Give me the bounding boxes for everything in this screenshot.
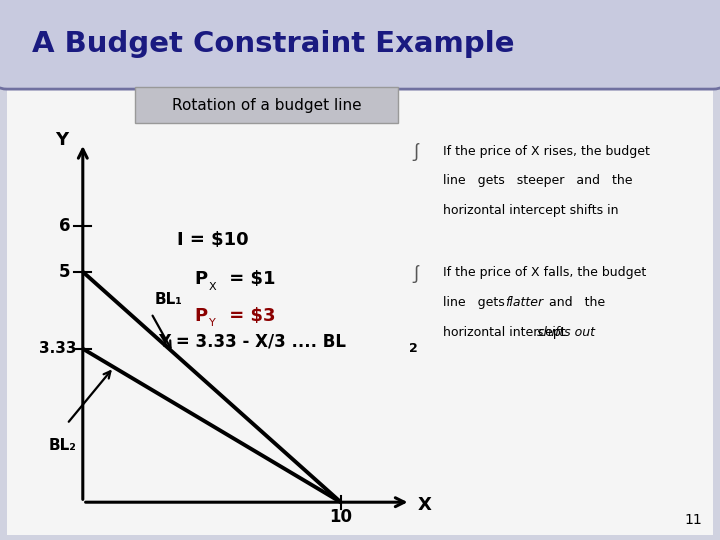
Text: If the price of X falls, the budget: If the price of X falls, the budget: [443, 266, 646, 279]
Text: Y = 3.33 - X/3 .... BL: Y = 3.33 - X/3 .... BL: [158, 332, 346, 350]
Text: flatter: flatter: [505, 296, 544, 309]
Text: X: X: [209, 282, 217, 292]
Text: Rotation of a budget line: Rotation of a budget line: [171, 98, 361, 113]
FancyBboxPatch shape: [7, 81, 713, 535]
Text: Y: Y: [55, 131, 68, 150]
Text: BL₁: BL₁: [155, 292, 183, 307]
Text: If the price of X rises, the budget: If the price of X rises, the budget: [443, 145, 649, 158]
FancyBboxPatch shape: [0, 0, 720, 89]
Text: I = $10: I = $10: [176, 231, 248, 249]
Text: and   the: and the: [536, 296, 605, 309]
Text: = $3: = $3: [223, 307, 276, 325]
Text: A Budget Constraint Example: A Budget Constraint Example: [32, 30, 515, 58]
Text: 3.33: 3.33: [39, 341, 76, 356]
Text: P: P: [194, 270, 207, 288]
Text: ʃ: ʃ: [414, 141, 420, 159]
Text: line   gets: line gets: [443, 296, 516, 309]
Text: line   gets   steeper   and   the: line gets steeper and the: [443, 174, 632, 187]
Text: horizontal intercept: horizontal intercept: [443, 326, 570, 339]
Text: X: X: [418, 496, 432, 514]
Text: = $1: = $1: [223, 270, 276, 288]
Text: ʃ: ʃ: [414, 262, 420, 281]
Text: 2: 2: [409, 342, 418, 355]
Text: 5: 5: [59, 263, 71, 281]
Text: Y: Y: [209, 319, 215, 328]
Text: horizontal intercept shifts in: horizontal intercept shifts in: [443, 204, 618, 217]
Text: BL₂: BL₂: [49, 438, 77, 453]
Text: shifts out: shifts out: [536, 326, 595, 339]
Text: P: P: [194, 307, 207, 325]
Text: 10: 10: [329, 508, 352, 526]
FancyBboxPatch shape: [135, 87, 398, 123]
Text: 6: 6: [59, 217, 71, 235]
Text: 11: 11: [684, 512, 702, 526]
